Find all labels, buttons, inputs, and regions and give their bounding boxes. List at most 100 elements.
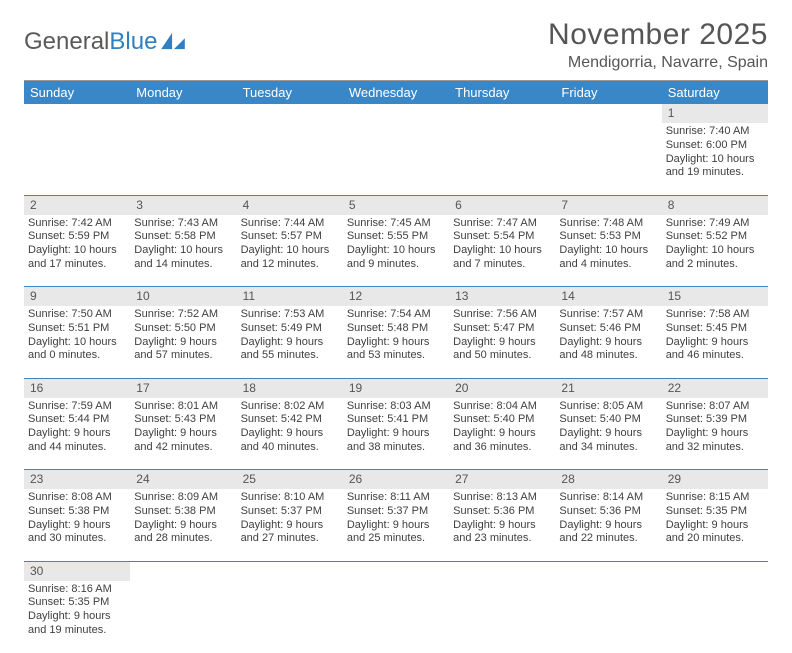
brand-part1: General xyxy=(24,28,109,56)
sunset-line: Sunset: 5:57 PM xyxy=(241,230,339,244)
sail-icon xyxy=(157,28,187,56)
sunrise-line: Sunrise: 8:05 AM xyxy=(559,400,657,414)
day-detail-cell xyxy=(343,123,449,195)
day-number-cell: 11 xyxy=(237,287,343,307)
daylight-line-1: Daylight: 9 hours xyxy=(559,427,657,441)
sunrise-line: Sunrise: 8:09 AM xyxy=(134,491,232,505)
daylight-line-1: Daylight: 9 hours xyxy=(666,519,764,533)
sunset-line: Sunset: 5:37 PM xyxy=(347,505,445,519)
day-detail-cell: Sunrise: 7:54 AMSunset: 5:48 PMDaylight:… xyxy=(343,306,449,378)
day-detail-cell: Sunrise: 7:58 AMSunset: 5:45 PMDaylight:… xyxy=(662,306,768,378)
day-number-cell: 22 xyxy=(662,378,768,398)
daylight-line-2: and 27 minutes. xyxy=(241,532,339,546)
day-number-cell: 16 xyxy=(24,378,130,398)
daylight-line-1: Daylight: 10 hours xyxy=(453,244,551,258)
daylight-line-1: Daylight: 10 hours xyxy=(559,244,657,258)
weekday-header-row: SundayMondayTuesdayWednesdayThursdayFrid… xyxy=(24,81,768,104)
weekday-header: Saturday xyxy=(662,81,768,104)
day-detail-cell: Sunrise: 8:15 AMSunset: 5:35 PMDaylight:… xyxy=(662,489,768,561)
daylight-line-1: Daylight: 9 hours xyxy=(241,519,339,533)
sunrise-line: Sunrise: 8:15 AM xyxy=(666,491,764,505)
day-number-cell xyxy=(555,104,661,123)
day-number-cell: 24 xyxy=(130,470,236,490)
sunset-line: Sunset: 5:36 PM xyxy=(559,505,657,519)
day-detail-cell: Sunrise: 8:04 AMSunset: 5:40 PMDaylight:… xyxy=(449,398,555,470)
day-detail-cell: Sunrise: 7:44 AMSunset: 5:57 PMDaylight:… xyxy=(237,215,343,287)
day-detail-cell xyxy=(662,581,768,653)
sunset-line: Sunset: 5:50 PM xyxy=(134,322,232,336)
daylight-line-2: and 42 minutes. xyxy=(134,441,232,455)
daylight-line-1: Daylight: 9 hours xyxy=(28,427,126,441)
day-detail-cell xyxy=(449,123,555,195)
sunset-line: Sunset: 5:59 PM xyxy=(28,230,126,244)
day-detail-cell: Sunrise: 8:07 AMSunset: 5:39 PMDaylight:… xyxy=(662,398,768,470)
day-number-cell: 13 xyxy=(449,287,555,307)
page-title: November 2025 xyxy=(548,18,768,52)
daylight-line-2: and 46 minutes. xyxy=(666,349,764,363)
sunset-line: Sunset: 6:00 PM xyxy=(666,139,764,153)
day-number-cell xyxy=(237,561,343,581)
sunset-line: Sunset: 5:47 PM xyxy=(453,322,551,336)
day-number-cell: 27 xyxy=(449,470,555,490)
day-number-cell xyxy=(449,561,555,581)
daylight-line-2: and 40 minutes. xyxy=(241,441,339,455)
day-number-cell: 9 xyxy=(24,287,130,307)
day-number-cell xyxy=(24,104,130,123)
day-number-cell: 14 xyxy=(555,287,661,307)
weekday-header: Monday xyxy=(130,81,236,104)
day-number-cell: 26 xyxy=(343,470,449,490)
sunset-line: Sunset: 5:51 PM xyxy=(28,322,126,336)
daylight-line-2: and 2 minutes. xyxy=(666,258,764,272)
day-detail-cell: Sunrise: 7:42 AMSunset: 5:59 PMDaylight:… xyxy=(24,215,130,287)
day-number-cell xyxy=(449,104,555,123)
sunset-line: Sunset: 5:43 PM xyxy=(134,413,232,427)
day-detail-cell: Sunrise: 7:50 AMSunset: 5:51 PMDaylight:… xyxy=(24,306,130,378)
day-number-cell: 5 xyxy=(343,195,449,215)
daynum-row: 9101112131415 xyxy=(24,287,768,307)
detail-row: Sunrise: 7:40 AMSunset: 6:00 PMDaylight:… xyxy=(24,123,768,195)
day-number-cell: 3 xyxy=(130,195,236,215)
day-number-cell: 29 xyxy=(662,470,768,490)
day-detail-cell: Sunrise: 8:03 AMSunset: 5:41 PMDaylight:… xyxy=(343,398,449,470)
daylight-line-2: and 23 minutes. xyxy=(453,532,551,546)
daylight-line-2: and 14 minutes. xyxy=(134,258,232,272)
header: GeneralBlue November 2025 Mendigorria, N… xyxy=(24,18,768,72)
day-number-cell: 7 xyxy=(555,195,661,215)
day-number-cell: 23 xyxy=(24,470,130,490)
day-detail-cell xyxy=(449,581,555,653)
sunset-line: Sunset: 5:40 PM xyxy=(559,413,657,427)
sunrise-line: Sunrise: 8:08 AM xyxy=(28,491,126,505)
daylight-line-2: and 12 minutes. xyxy=(241,258,339,272)
brand-logo: GeneralBlue xyxy=(24,18,187,56)
sunset-line: Sunset: 5:55 PM xyxy=(347,230,445,244)
daylight-line-1: Daylight: 9 hours xyxy=(241,336,339,350)
day-number-cell xyxy=(130,561,236,581)
day-number-cell: 1 xyxy=(662,104,768,123)
sunset-line: Sunset: 5:58 PM xyxy=(134,230,232,244)
day-detail-cell: Sunrise: 7:45 AMSunset: 5:55 PMDaylight:… xyxy=(343,215,449,287)
day-detail-cell: Sunrise: 7:59 AMSunset: 5:44 PMDaylight:… xyxy=(24,398,130,470)
daylight-line-2: and 19 minutes. xyxy=(666,166,764,180)
sunset-line: Sunset: 5:48 PM xyxy=(347,322,445,336)
day-detail-cell: Sunrise: 8:10 AMSunset: 5:37 PMDaylight:… xyxy=(237,489,343,561)
day-number-cell: 4 xyxy=(237,195,343,215)
day-number-cell: 28 xyxy=(555,470,661,490)
daylight-line-2: and 30 minutes. xyxy=(28,532,126,546)
daylight-line-2: and 38 minutes. xyxy=(347,441,445,455)
day-number-cell: 10 xyxy=(130,287,236,307)
daylight-line-1: Daylight: 10 hours xyxy=(347,244,445,258)
sunrise-line: Sunrise: 8:13 AM xyxy=(453,491,551,505)
calendar-table: SundayMondayTuesdayWednesdayThursdayFrid… xyxy=(24,81,768,653)
sunrise-line: Sunrise: 7:43 AM xyxy=(134,217,232,231)
day-detail-cell: Sunrise: 8:02 AMSunset: 5:42 PMDaylight:… xyxy=(237,398,343,470)
day-detail-cell xyxy=(237,581,343,653)
daylight-line-1: Daylight: 9 hours xyxy=(666,336,764,350)
sunset-line: Sunset: 5:54 PM xyxy=(453,230,551,244)
sunrise-line: Sunrise: 7:40 AM xyxy=(666,125,764,139)
day-detail-cell: Sunrise: 7:47 AMSunset: 5:54 PMDaylight:… xyxy=(449,215,555,287)
day-number-cell: 17 xyxy=(130,378,236,398)
sunrise-line: Sunrise: 8:16 AM xyxy=(28,583,126,597)
day-detail-cell: Sunrise: 8:09 AMSunset: 5:38 PMDaylight:… xyxy=(130,489,236,561)
daylight-line-2: and 4 minutes. xyxy=(559,258,657,272)
sunset-line: Sunset: 5:38 PM xyxy=(28,505,126,519)
